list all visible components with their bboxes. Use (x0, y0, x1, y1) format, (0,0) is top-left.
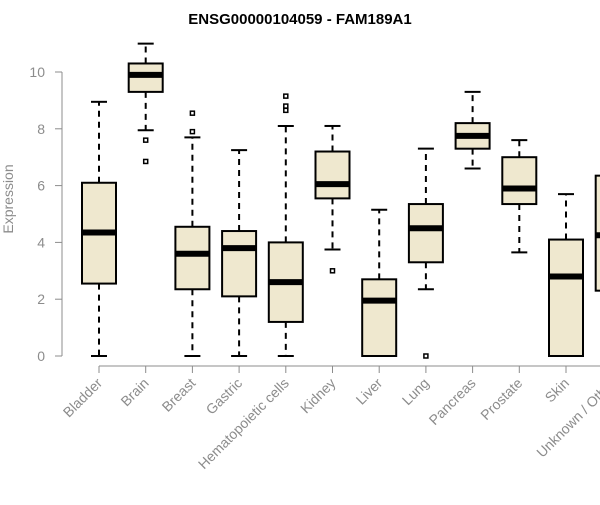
x-tick-label: Brain (117, 375, 151, 409)
x-tick-label: Kidney (297, 375, 339, 417)
boxes (81, 42, 600, 359)
box-group (407, 147, 444, 359)
box-group (594, 174, 600, 292)
box-group (127, 42, 164, 165)
outlier-point (283, 103, 289, 109)
y-tick-label: 10 (29, 64, 45, 80)
box-group (361, 208, 398, 358)
box-group (314, 124, 351, 274)
outlier-point (283, 107, 289, 114)
outlier-point (142, 137, 149, 143)
y-tick-label: 4 (37, 234, 45, 250)
outlier-point (189, 110, 196, 116)
box (314, 150, 351, 200)
box-group (81, 100, 117, 357)
x-tick-label: Hematopoietic cells (195, 375, 292, 472)
box (548, 238, 584, 357)
box (501, 156, 538, 206)
chart-title: ENSG00000104059 - FAM189A1 (188, 11, 411, 28)
x-tick-label: Gastric (203, 375, 246, 418)
y-axis-label: Expression (0, 164, 16, 233)
x-tick-label: Breast (159, 375, 199, 415)
x-tick-label: Skin (542, 375, 573, 406)
box-group (454, 90, 491, 170)
y-tick-label: 6 (37, 178, 45, 194)
box (361, 278, 398, 358)
x-tick-label: Prostate (477, 375, 525, 423)
box (407, 203, 444, 264)
box (174, 225, 211, 291)
outlier-point (423, 353, 429, 359)
box-group (174, 110, 211, 357)
x-tick-label: Lung (399, 375, 432, 408)
y-tick-label: 2 (37, 291, 45, 307)
box (221, 230, 258, 298)
outlier-point (283, 93, 289, 99)
y-tick-label: 8 (37, 121, 45, 137)
x-tick-label: Bladder (60, 375, 106, 421)
y-axis: 0 2 4 6 8 10 (29, 64, 63, 364)
y-tick-label: 0 (37, 348, 45, 364)
box-group (221, 149, 258, 357)
x-tick-label: Pancreas (426, 375, 479, 428)
box-group (501, 139, 538, 254)
box-group (548, 193, 584, 357)
x-tick-label: Liver (353, 375, 386, 408)
outlier-point (329, 268, 336, 274)
outlier-point (142, 158, 149, 165)
outlier-point (189, 128, 196, 135)
box-group (267, 93, 304, 357)
